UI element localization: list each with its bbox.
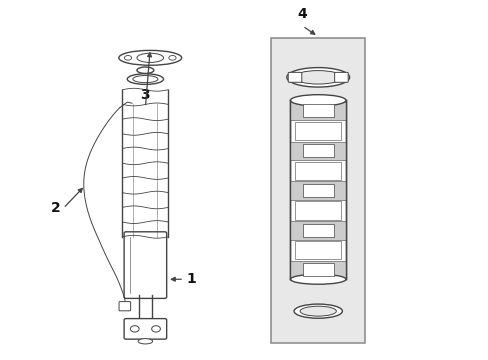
FancyBboxPatch shape (303, 184, 333, 197)
FancyBboxPatch shape (295, 162, 340, 180)
Ellipse shape (133, 76, 158, 83)
FancyBboxPatch shape (303, 264, 333, 276)
Ellipse shape (138, 339, 152, 344)
FancyBboxPatch shape (287, 72, 301, 82)
FancyBboxPatch shape (290, 261, 346, 279)
Text: 4: 4 (297, 6, 307, 21)
FancyBboxPatch shape (290, 100, 346, 279)
FancyBboxPatch shape (290, 221, 346, 239)
FancyBboxPatch shape (303, 224, 333, 237)
Ellipse shape (293, 71, 342, 84)
Ellipse shape (130, 326, 139, 332)
FancyBboxPatch shape (124, 319, 166, 339)
Text: 3: 3 (140, 88, 150, 102)
Ellipse shape (119, 50, 181, 65)
FancyBboxPatch shape (295, 241, 340, 260)
FancyBboxPatch shape (290, 181, 346, 200)
Ellipse shape (151, 326, 160, 332)
FancyBboxPatch shape (290, 142, 346, 160)
FancyBboxPatch shape (303, 144, 333, 157)
Ellipse shape (137, 67, 154, 73)
Ellipse shape (127, 74, 163, 84)
FancyBboxPatch shape (270, 39, 365, 343)
Ellipse shape (137, 53, 163, 62)
Ellipse shape (290, 274, 346, 284)
FancyBboxPatch shape (124, 232, 166, 298)
Ellipse shape (124, 55, 131, 60)
FancyBboxPatch shape (290, 102, 346, 120)
FancyBboxPatch shape (122, 90, 168, 237)
Ellipse shape (300, 306, 336, 316)
FancyBboxPatch shape (334, 72, 347, 82)
FancyBboxPatch shape (295, 122, 340, 140)
FancyBboxPatch shape (303, 104, 333, 117)
Ellipse shape (286, 68, 349, 87)
Ellipse shape (290, 95, 346, 106)
Text: 1: 1 (186, 272, 196, 286)
FancyBboxPatch shape (295, 201, 340, 220)
Ellipse shape (293, 304, 342, 318)
FancyBboxPatch shape (119, 302, 130, 311)
Text: 2: 2 (51, 201, 61, 215)
Ellipse shape (168, 55, 176, 60)
